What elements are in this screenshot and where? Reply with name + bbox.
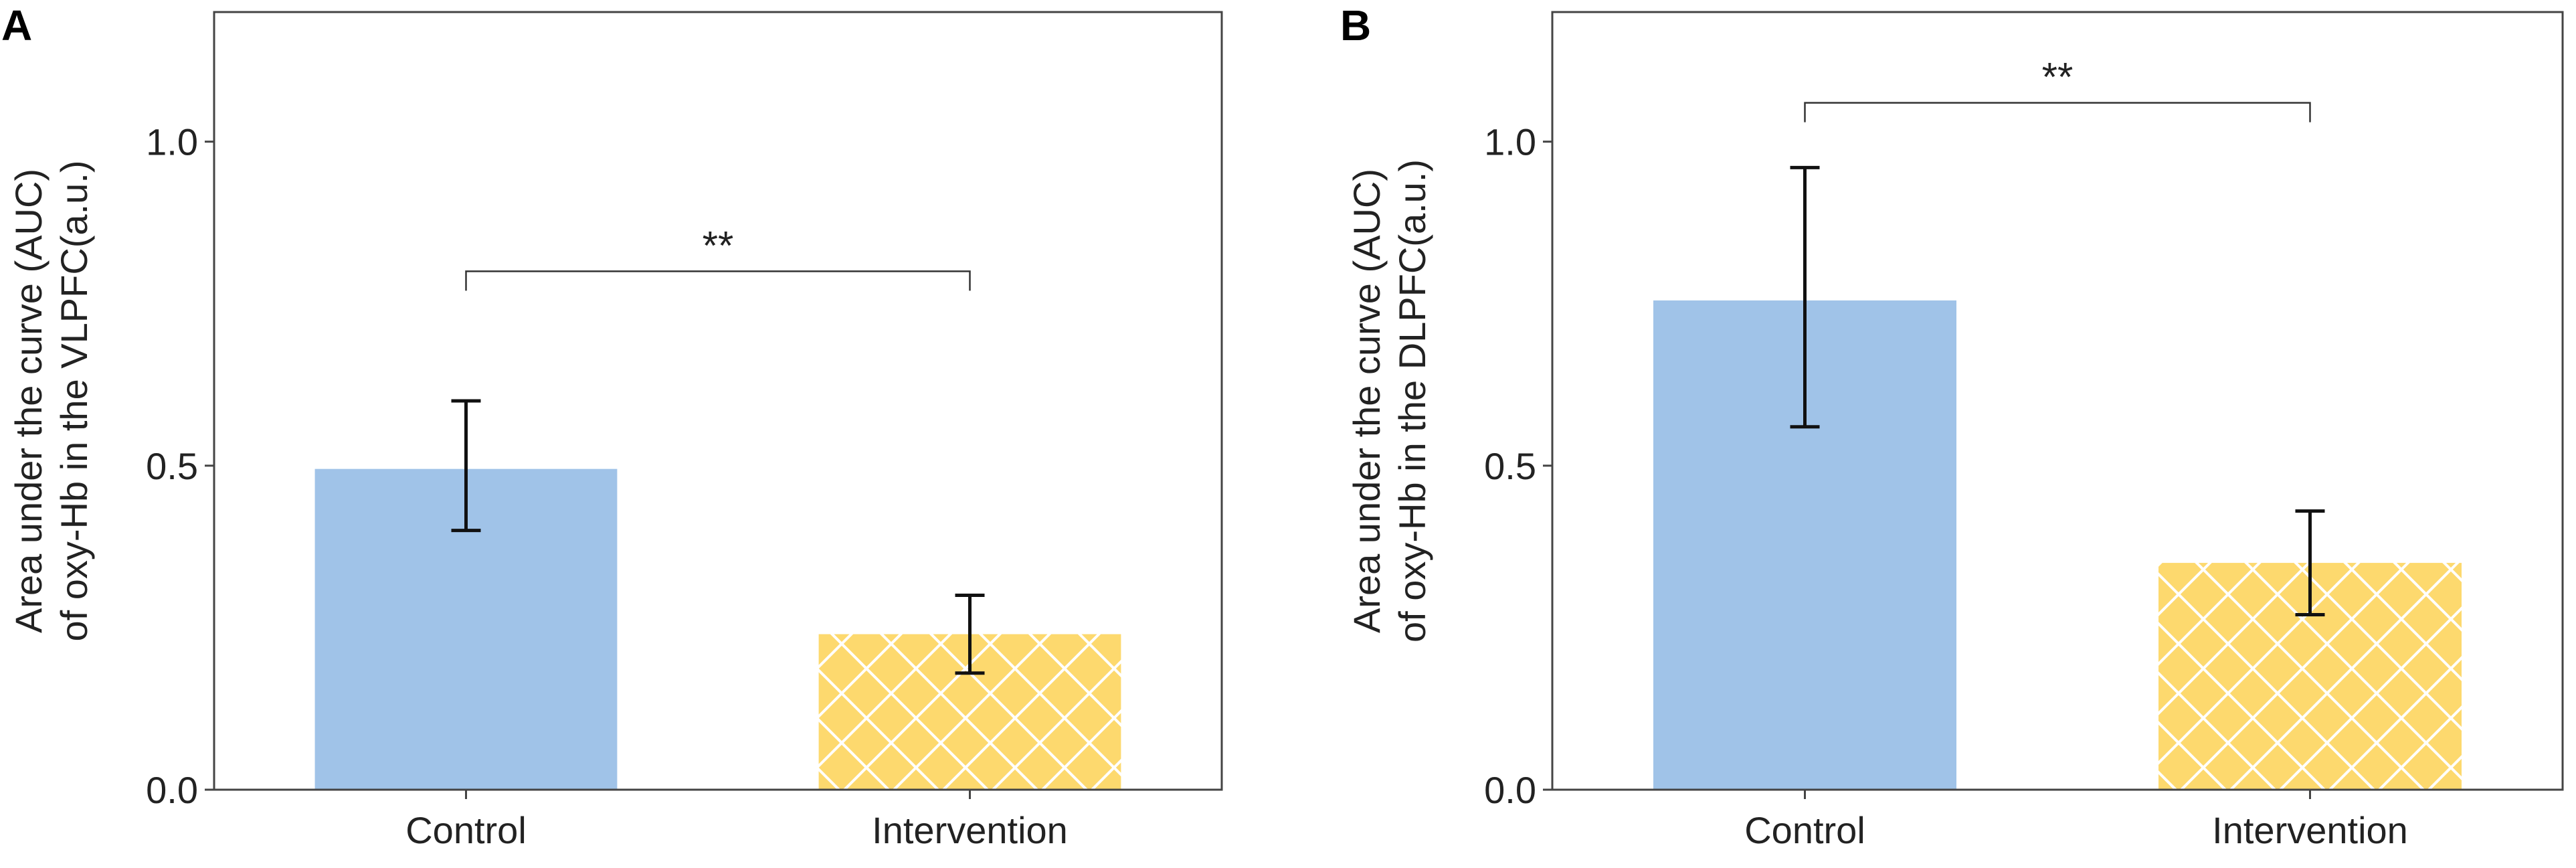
x-tick-label: Control — [1744, 809, 1865, 851]
y-tick-label: 0.5 — [1484, 445, 1536, 487]
y-axis-label: of oxy-Hb in the VLPFC(a.u.) — [53, 161, 95, 642]
panel-label: A — [1, 1, 32, 50]
significance-bracket — [1804, 102, 2311, 122]
y-tick-label: 0.0 — [146, 769, 198, 811]
panel-b-chart: 0.0 0.5 1.0 Control Intervention Area under t… — [1340, 1, 2564, 851]
x-tick-label: Intervention — [872, 809, 1068, 851]
plot-frame — [213, 11, 1223, 791]
y-axis-label: of oxy-Hb in the DLPFC(a.u.) — [1391, 159, 1433, 642]
y-tick-label: 0.0 — [1484, 769, 1536, 811]
x-tick-label: Control — [405, 809, 527, 851]
error-bar-control — [451, 399, 481, 533]
significance-label: ** — [703, 223, 734, 268]
significance-bracket — [465, 270, 971, 291]
significance-label: ** — [2042, 55, 2074, 100]
x-tick-label: Intervention — [2212, 809, 2408, 851]
plot-frame — [1551, 11, 2564, 791]
panel-a-chart: 0.0 0.5 1.0 Control Intervention Area under t… — [1, 1, 1223, 851]
y-tick-label: 0.5 — [146, 445, 198, 487]
y-axis-label: Area under the curve (AUC) — [7, 169, 50, 633]
y-axis-label: Area under the curve (AUC) — [1346, 169, 1388, 633]
error-bar-intervention — [2295, 509, 2325, 617]
panel-label: B — [1340, 1, 1371, 50]
error-bar-intervention — [955, 594, 985, 675]
y-tick-label: 1.0 — [1484, 121, 1536, 163]
y-tick-label: 1.0 — [146, 121, 198, 163]
error-bar-control — [1790, 165, 1820, 429]
